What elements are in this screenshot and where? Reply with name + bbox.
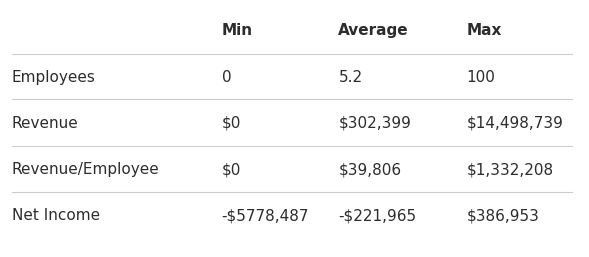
Text: 0: 0 bbox=[221, 70, 231, 85]
Text: $302,399: $302,399 bbox=[339, 116, 411, 131]
Text: 100: 100 bbox=[466, 70, 495, 85]
Text: Revenue: Revenue bbox=[12, 116, 78, 131]
Text: Net Income: Net Income bbox=[12, 208, 100, 223]
Text: -$221,965: -$221,965 bbox=[339, 208, 416, 223]
Text: $39,806: $39,806 bbox=[339, 162, 402, 177]
Text: $0: $0 bbox=[221, 116, 241, 131]
Text: $1,332,208: $1,332,208 bbox=[466, 162, 554, 177]
Text: Average: Average bbox=[339, 23, 409, 38]
Text: $0: $0 bbox=[221, 162, 241, 177]
Text: Max: Max bbox=[466, 23, 502, 38]
Text: Min: Min bbox=[221, 23, 253, 38]
Text: -$5778,487: -$5778,487 bbox=[221, 208, 309, 223]
Text: 5.2: 5.2 bbox=[339, 70, 362, 85]
Text: Revenue/Employee: Revenue/Employee bbox=[12, 162, 160, 177]
Text: $386,953: $386,953 bbox=[466, 208, 540, 223]
Text: $14,498,739: $14,498,739 bbox=[466, 116, 564, 131]
Text: Employees: Employees bbox=[12, 70, 95, 85]
